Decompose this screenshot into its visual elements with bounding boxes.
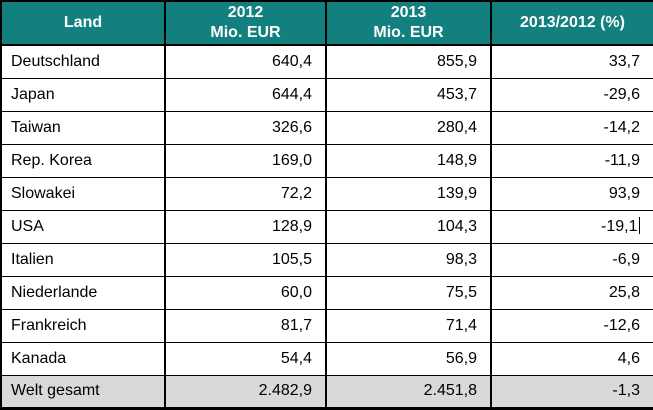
change-cell[interactable]: -19,1 [490, 209, 653, 244]
value-2012-cell[interactable]: 640,4 [164, 44, 327, 79]
value-2013-cell[interactable]: 71,4 [325, 308, 492, 343]
value-2013-cell[interactable]: 148,9 [325, 143, 492, 178]
change-cell[interactable]: 4,6 [490, 341, 653, 376]
value-2013-cell[interactable]: 280,4 [325, 110, 492, 145]
value-2012-cell[interactable]: 72,2 [164, 176, 327, 211]
change-cell[interactable]: -12,6 [490, 308, 653, 343]
value-2012-cell[interactable]: 326,6 [164, 110, 327, 145]
value-2012-cell[interactable]: 81,7 [164, 308, 327, 343]
country-cell[interactable]: Taiwan [0, 110, 166, 145]
value-2012-cell[interactable]: 105,5 [164, 242, 327, 277]
change-value: -19,1 [601, 218, 638, 235]
change-cell[interactable]: 93,9 [490, 176, 653, 211]
table-row: Frankreich 81,7 71,4 -12,6 [0, 308, 653, 343]
value-2013-cell[interactable]: 98,3 [325, 242, 492, 277]
total-label-cell[interactable]: Welt gesamt [0, 374, 166, 409]
value-2012-cell[interactable]: 60,0 [164, 275, 327, 310]
country-cell[interactable]: Japan [0, 77, 166, 112]
table-row: Deutschland 640,4 855,9 33,7 [0, 44, 653, 79]
value-2013-cell[interactable]: 75,5 [325, 275, 492, 310]
column-header-2013-year: 2013 [390, 4, 427, 21]
total-2012-cell[interactable]: 2.482,9 [164, 374, 327, 409]
text-cursor [638, 217, 640, 234]
country-cell[interactable]: Deutschland [0, 44, 166, 79]
table-row: Niederlande 60,0 75,5 25,8 [0, 275, 653, 310]
header-row: Land 2012 Mio. EUR 2013 Mio. EUR 2013/20… [0, 0, 653, 46]
value-2012-cell[interactable]: 54,4 [164, 341, 327, 376]
column-header-2012[interactable]: 2012 Mio. EUR [164, 0, 327, 46]
column-header-change[interactable]: 2013/2012 (%) [490, 0, 653, 46]
change-cell[interactable]: -14,2 [490, 110, 653, 145]
table-row: Taiwan 326,6 280,4 -14,2 [0, 110, 653, 145]
change-cell[interactable]: -29,6 [490, 77, 653, 112]
country-cell[interactable]: Italien [0, 242, 166, 277]
country-cell[interactable]: Frankreich [0, 308, 166, 343]
value-2013-cell[interactable]: 56,9 [325, 341, 492, 376]
column-header-2013[interactable]: 2013 Mio. EUR [325, 0, 492, 46]
country-cell[interactable]: Kanada [0, 341, 166, 376]
change-cell[interactable]: -11,9 [490, 143, 653, 178]
column-header-land[interactable]: Land [0, 0, 166, 46]
column-header-2013-unit: Mio. EUR [373, 24, 444, 41]
total-change-cell[interactable]: -1,3 [490, 374, 653, 409]
change-cell[interactable]: -6,9 [490, 242, 653, 277]
country-cell[interactable]: USA [0, 209, 166, 244]
value-2013-cell[interactable]: 453,7 [325, 77, 492, 112]
change-cell[interactable]: 33,7 [490, 44, 653, 79]
table-row: Japan 644,4 453,7 -29,6 [0, 77, 653, 112]
country-cell[interactable]: Niederlande [0, 275, 166, 310]
change-cell[interactable]: 25,8 [490, 275, 653, 310]
column-header-2012-unit: Mio. EUR [210, 24, 281, 41]
table-row: Italien 105,5 98,3 -6,9 [0, 242, 653, 277]
table-row: USA 128,9 104,3 -19,1 [0, 209, 653, 244]
total-row: Welt gesamt 2.482,9 2.451,8 -1,3 [0, 374, 653, 409]
table-row: Rep. Korea 169,0 148,9 -11,9 [0, 143, 653, 178]
country-cell[interactable]: Rep. Korea [0, 143, 166, 178]
total-2013-cell[interactable]: 2.451,8 [325, 374, 492, 409]
value-2013-cell[interactable]: 139,9 [325, 176, 492, 211]
value-2012-cell[interactable]: 128,9 [164, 209, 327, 244]
column-header-2012-year: 2012 [227, 4, 264, 21]
table-row: Slowakei 72,2 139,9 93,9 [0, 176, 653, 211]
country-cell[interactable]: Slowakei [0, 176, 166, 211]
value-2013-cell[interactable]: 104,3 [325, 209, 492, 244]
table-row: Kanada 54,4 56,9 4,6 [0, 341, 653, 376]
value-2013-cell[interactable]: 855,9 [325, 44, 492, 79]
value-2012-cell[interactable]: 169,0 [164, 143, 327, 178]
value-2012-cell[interactable]: 644,4 [164, 77, 327, 112]
